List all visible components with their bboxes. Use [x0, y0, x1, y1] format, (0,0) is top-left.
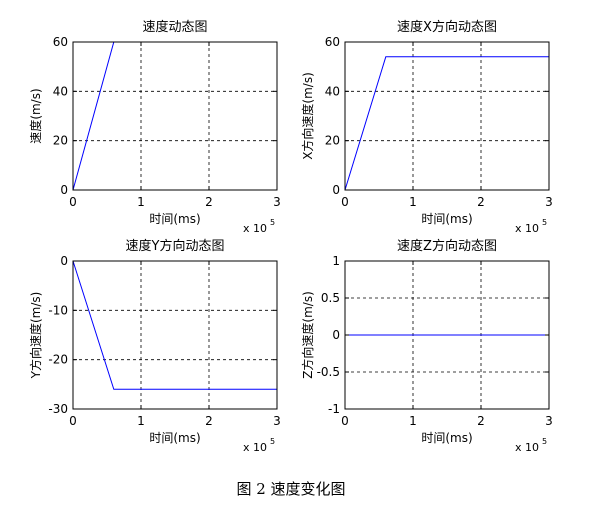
speed-x-x-multiplier-exponent: 5 — [542, 218, 547, 227]
speed-y-x-multiplier-exponent: 5 — [270, 437, 275, 446]
speed-z-y-tick-label-4: 1 — [332, 254, 340, 268]
speed-x-axes-frame — [344, 41, 550, 191]
speed-y-title: 速度Y方向动态图 — [126, 238, 225, 254]
speed-x-y-label: X方向速度(m/s) — [300, 72, 315, 160]
speed-z-x-multiplier: x 10 — [515, 441, 539, 454]
speed-x-axes-background — [345, 42, 549, 190]
speed-y-axes-frame — [72, 260, 278, 410]
speed-z-y-tick-label-2: 0 — [332, 328, 340, 342]
speed-z-y-label: Z方向速度(m/s) — [300, 291, 315, 379]
speed-x-series-line-0 — [344, 56, 549, 191]
speed-x-tick-label-1: 1 — [137, 195, 145, 209]
speed-y-x-tick-label-2: 2 — [205, 414, 213, 428]
speed-x-y-tick-label-0: 0 — [332, 183, 340, 197]
speed-y-y-tick-label-1: -20 — [48, 353, 68, 367]
speed-x-tick-label-0: 0 — [69, 195, 77, 209]
speed-y-series-line-0 — [72, 260, 277, 390]
speed-x-x-tick-label-1: 1 — [409, 195, 417, 209]
speed-x-title: 速度X方向动态图 — [397, 19, 497, 35]
speed-x-x-tick-label-0: 0 — [341, 195, 349, 209]
speed-z-x-tick-label-2: 2 — [477, 414, 485, 428]
speed-y-tick-label-3: 60 — [53, 35, 68, 49]
speed-y-x-tick-label-1: 1 — [137, 414, 145, 428]
speed-x-label: 时间(ms) — [149, 212, 200, 226]
figure-caption: 图 2 速度变化图 — [236, 480, 345, 498]
speed-title: 速度动态图 — [142, 19, 207, 35]
speed-z-y-tick-label-1: -0.5 — [317, 365, 340, 379]
speed-x-x-multiplier: x 10 — [515, 222, 539, 235]
speed-y-tick-label-1: 20 — [53, 134, 68, 148]
speed-z-x-multiplier-exponent: 5 — [542, 437, 547, 446]
speed-z-x-tick-label-1: 1 — [409, 414, 417, 428]
speed-z-y-tick-label-3: 0.5 — [321, 291, 340, 305]
speed-y-label: 速度(m/s) — [28, 88, 43, 143]
speed-y-x-tick-label-3: 3 — [273, 414, 281, 428]
speed-x-x-label: 时间(ms) — [421, 212, 472, 226]
speed-x-tick-label-2: 2 — [205, 195, 213, 209]
speed-z-y-tick-label-0: -1 — [328, 402, 340, 416]
speed-x-tick-label-3: 3 — [273, 195, 281, 209]
speed-x-multiplier-exponent: 5 — [270, 218, 275, 227]
speed-z-x-label: 时间(ms) — [421, 431, 472, 445]
speed-x-x-tick-label-3: 3 — [545, 195, 553, 209]
speed-axes-background — [73, 42, 277, 190]
speed-y-y-tick-label-0: -30 — [48, 402, 68, 416]
speed-y-tick-label-2: 40 — [53, 84, 68, 98]
speed-y-tick-label-0: 0 — [60, 183, 68, 197]
speed-z-x-tick-label-3: 3 — [545, 414, 553, 428]
speed-x-multiplier: x 10 — [243, 222, 267, 235]
speed-y-axes-background — [73, 261, 277, 409]
speed-x-x-tick-label-2: 2 — [477, 195, 485, 209]
speed-z-title: 速度Z方向动态图 — [397, 238, 497, 254]
speed-y-x-tick-label-0: 0 — [69, 414, 77, 428]
speed-axes-frame — [72, 41, 278, 191]
speed-y-x-label: 时间(ms) — [149, 431, 200, 445]
speed-y-y-label: Y方向速度(m/s) — [28, 292, 43, 380]
speed-x-y-tick-label-3: 60 — [325, 35, 340, 49]
speed-y-y-tick-label-3: 0 — [60, 254, 68, 268]
speed-x-y-tick-label-2: 40 — [325, 84, 340, 98]
speed-y-y-tick-label-2: -10 — [48, 303, 68, 317]
speed-z-x-tick-label-0: 0 — [341, 414, 349, 428]
speed-y-x-multiplier: x 10 — [243, 441, 267, 454]
speed-x-y-tick-label-1: 20 — [325, 134, 340, 148]
